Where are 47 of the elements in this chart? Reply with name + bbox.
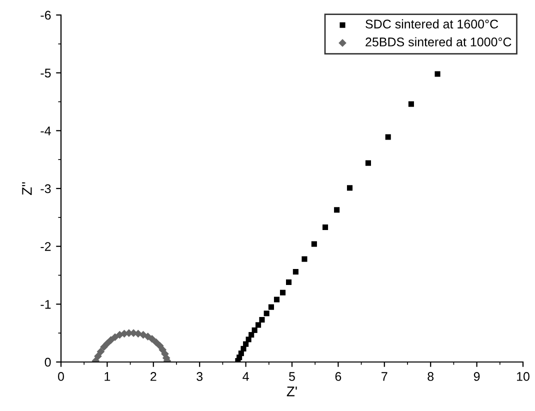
point	[292, 269, 298, 275]
point	[252, 327, 258, 333]
x-tick-label: 9	[474, 372, 480, 381]
y-tick-label: -2	[40, 242, 51, 251]
x-tick-label: 0	[58, 372, 64, 381]
y-axis-title: Z''	[22, 182, 32, 195]
x-tick-label: 4	[242, 372, 249, 381]
point	[240, 346, 246, 352]
point	[302, 256, 308, 262]
x-tick-label: 10	[517, 372, 530, 381]
point	[264, 310, 270, 316]
y-tick-label: -5	[40, 68, 51, 78]
x-tick-label: 8	[428, 372, 434, 381]
point	[274, 296, 280, 302]
point	[280, 290, 286, 296]
point	[322, 224, 328, 230]
point	[246, 336, 252, 342]
point	[346, 185, 353, 191]
point	[434, 71, 440, 77]
x-tick-label: 7	[382, 372, 388, 381]
point	[311, 241, 317, 247]
point	[385, 134, 391, 140]
point	[94, 352, 102, 360]
point	[286, 279, 292, 285]
point	[259, 317, 265, 323]
x-tick-label: 6	[335, 372, 342, 381]
x-tick-label: 2	[150, 372, 156, 381]
y-tick-label: -4	[40, 126, 51, 136]
point	[408, 101, 414, 107]
point	[148, 334, 156, 343]
point	[96, 348, 105, 356]
point	[365, 160, 372, 166]
legend-label: 25BDS sintered at 1000°C	[366, 37, 512, 46]
x-axis-title: Z'	[286, 386, 297, 396]
y-tick-label: -1	[40, 300, 51, 309]
point	[268, 304, 274, 310]
point	[152, 338, 160, 346]
point	[103, 340, 112, 348]
x-tick-label: 3	[196, 372, 203, 381]
x-tick-label: 5	[289, 372, 295, 381]
point	[334, 207, 340, 213]
x-tick-label: 1	[104, 372, 110, 381]
y-tick-label: -6	[40, 10, 51, 20]
legend-label: SDC sintered at 1600°C	[366, 19, 498, 28]
point	[255, 322, 262, 328]
y-tick-label: 0	[44, 358, 51, 367]
y-tick-label: -3	[40, 184, 51, 194]
